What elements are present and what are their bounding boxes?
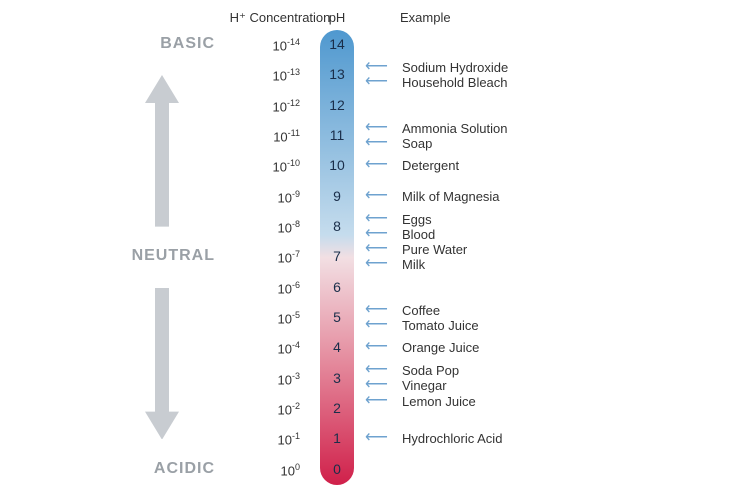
example-label: Tomato Juice xyxy=(402,318,479,333)
example-label: Lemon Juice xyxy=(402,394,476,409)
h-concentration: 10-11 xyxy=(240,128,300,144)
arrow-down-icon xyxy=(145,288,179,440)
header-ph: pH xyxy=(320,10,354,25)
example-label: Blood xyxy=(402,227,435,242)
example-arrow-icon: ⟵ xyxy=(365,157,388,173)
example-label: Orange Juice xyxy=(402,340,479,355)
h-concentration: 10-6 xyxy=(240,280,300,296)
h-concentration: 10-9 xyxy=(240,189,300,205)
example-arrow-icon: ⟵ xyxy=(365,377,388,393)
example-arrow-icon: ⟵ xyxy=(365,393,388,409)
header-example: Example xyxy=(400,10,520,25)
h-concentration: 10-1 xyxy=(240,431,300,447)
side-label: ACIDIC xyxy=(105,460,215,478)
example-arrow-icon: ⟵ xyxy=(365,430,388,446)
ph-scale-chart: H⁺ Concentration pH Example 10-141410-13… xyxy=(0,0,750,500)
ph-gradient-bar xyxy=(320,30,354,485)
side-label: BASIC xyxy=(105,35,215,53)
h-concentration: 10-5 xyxy=(240,310,300,326)
example-arrow-icon: ⟵ xyxy=(365,256,388,272)
h-concentration: 10-4 xyxy=(240,340,300,356)
h-concentration: 10-10 xyxy=(240,158,300,174)
example-label: Milk xyxy=(402,257,425,272)
example-label: Detergent xyxy=(402,158,459,173)
h-concentration: 100 xyxy=(240,462,300,478)
h-concentration: 10-3 xyxy=(240,371,300,387)
example-arrow-icon: ⟵ xyxy=(365,188,388,204)
example-label: Soap xyxy=(402,136,432,151)
side-label: NEUTRAL xyxy=(105,247,215,265)
example-label: Soda Pop xyxy=(402,363,459,378)
example-label: Hydrochloric Acid xyxy=(402,431,502,446)
example-label: Pure Water xyxy=(402,242,467,257)
example-label: Ammonia Solution xyxy=(402,121,508,136)
example-arrow-icon: ⟵ xyxy=(365,317,388,333)
example-label: Sodium Hydroxide xyxy=(402,60,508,75)
example-arrow-icon: ⟵ xyxy=(365,74,388,90)
h-concentration: 10-7 xyxy=(240,249,300,265)
example-arrow-icon: ⟵ xyxy=(365,339,388,355)
example-arrow-icon: ⟵ xyxy=(365,135,388,151)
example-label: Eggs xyxy=(402,212,432,227)
h-concentration: 10-8 xyxy=(240,219,300,235)
h-concentration: 10-2 xyxy=(240,401,300,417)
example-label: Vinegar xyxy=(402,378,447,393)
arrow-up-icon xyxy=(145,75,179,227)
example-label: Milk of Magnesia xyxy=(402,189,500,204)
header-hconc: H⁺ Concentration xyxy=(225,10,335,26)
h-concentration: 10-12 xyxy=(240,98,300,114)
example-label: Household Bleach xyxy=(402,75,508,90)
example-label: Coffee xyxy=(402,303,440,318)
h-concentration: 10-14 xyxy=(240,37,300,53)
h-concentration: 10-13 xyxy=(240,67,300,83)
